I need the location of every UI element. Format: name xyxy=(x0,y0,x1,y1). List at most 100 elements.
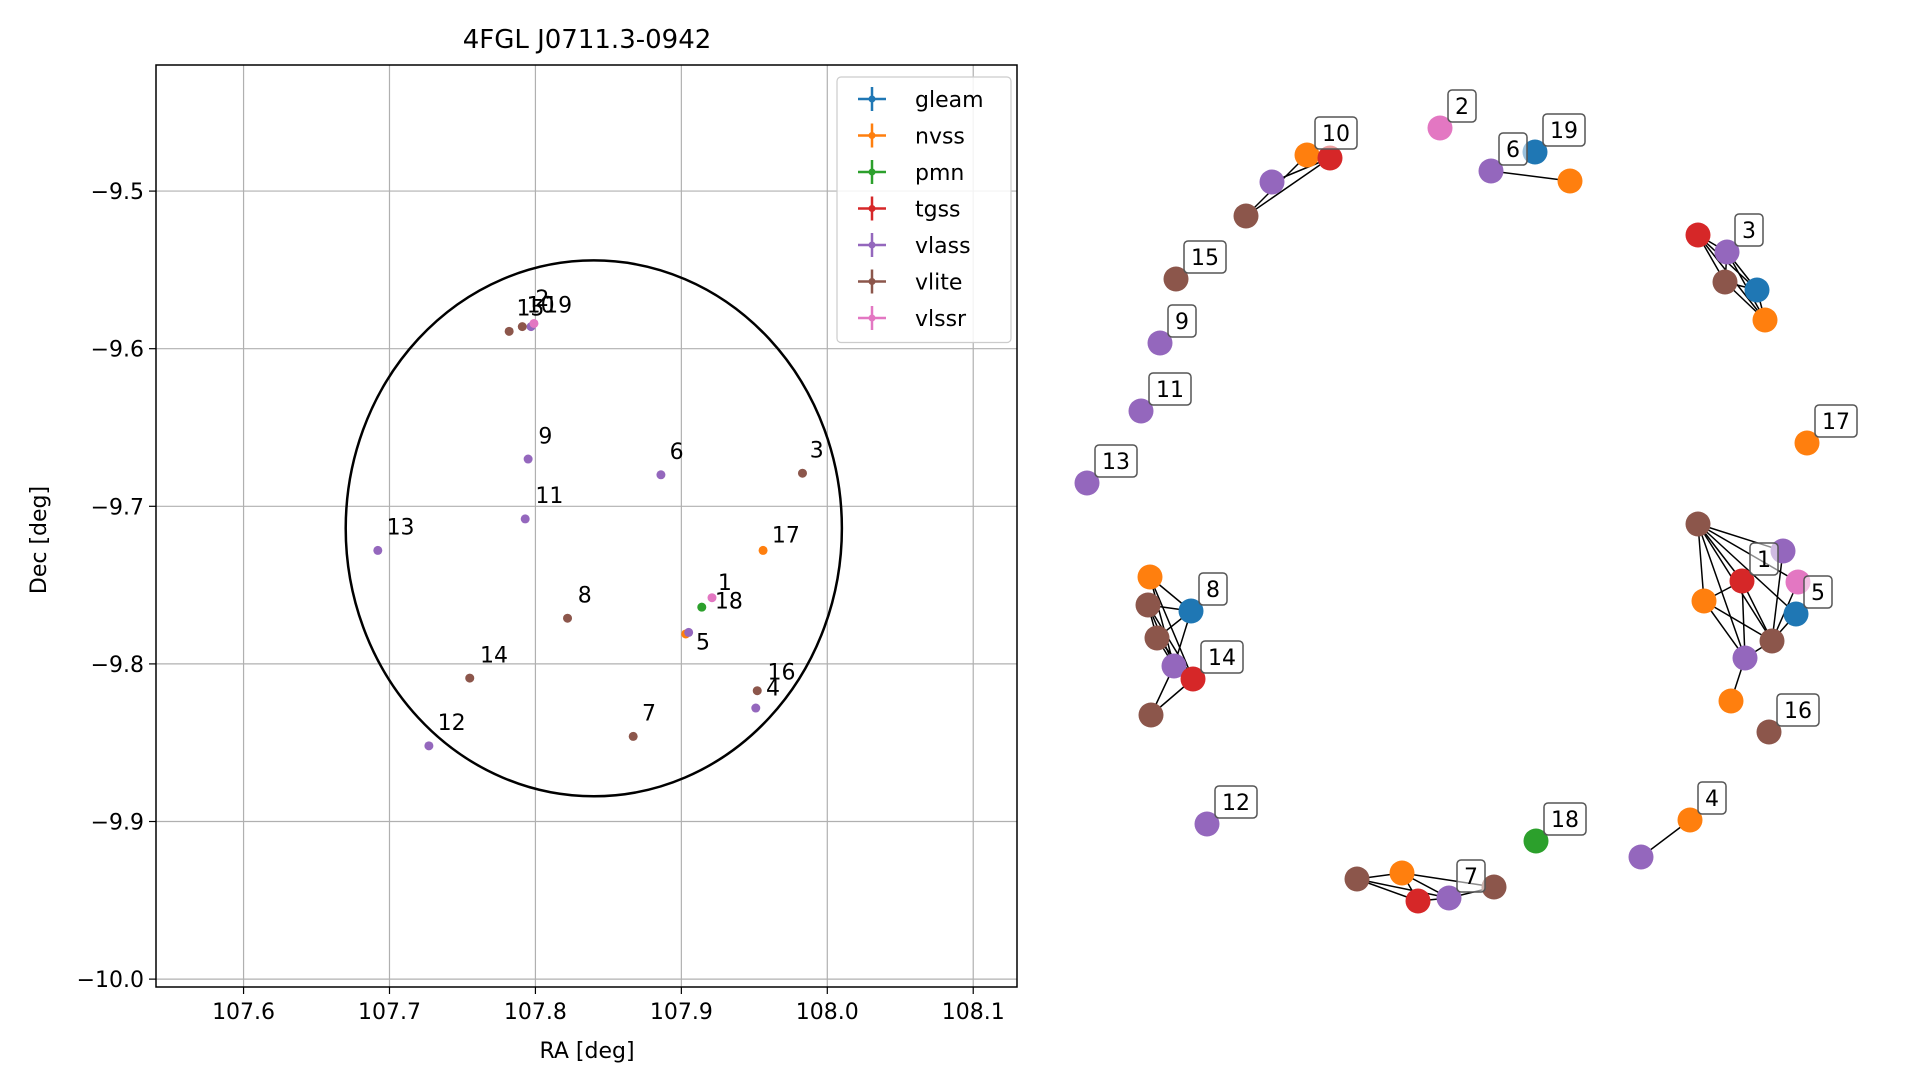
point-vlite xyxy=(563,613,573,623)
point-label: 17 xyxy=(772,524,800,549)
x-tick-label: 107.7 xyxy=(358,1000,421,1025)
network-node xyxy=(1714,239,1740,265)
network-node-label: 19 xyxy=(1542,113,1586,147)
node-label-box xyxy=(1214,785,1258,819)
network-node xyxy=(1685,222,1711,248)
point-label: 11 xyxy=(535,484,563,509)
network-node xyxy=(1756,719,1782,745)
node-label-text: 11 xyxy=(1156,378,1184,403)
network-node xyxy=(1074,470,1100,496)
node-label-text: 9 xyxy=(1175,310,1189,335)
network-node xyxy=(1794,430,1820,456)
node-label-text: 2 xyxy=(1455,95,1469,120)
point-label: 12 xyxy=(438,711,466,736)
network-edge xyxy=(1697,523,1705,602)
plot-frame xyxy=(155,64,1018,988)
network-node xyxy=(1405,888,1431,914)
tick-labels: 107.6 107.7 107.8 107.9 108.0 108.1 −9.5 −9.6 −9… xyxy=(77,180,1005,1025)
network-node-label: 2 xyxy=(1447,89,1477,123)
legend-label: vlass xyxy=(915,234,971,259)
y-tick-label: −9.5 xyxy=(91,180,144,205)
network-node xyxy=(1718,688,1744,714)
network-node xyxy=(1427,115,1453,141)
network-node-label: 1 xyxy=(1749,542,1779,576)
legend-label: vlite xyxy=(915,271,962,296)
point-vlite xyxy=(752,686,762,696)
network-node xyxy=(1144,625,1170,651)
x-tick-label: 107.8 xyxy=(504,1000,567,1025)
y-axis-label: Dec [deg] xyxy=(27,486,52,594)
network-node xyxy=(1522,139,1548,165)
point-label: 2 xyxy=(535,287,549,312)
network-node xyxy=(1523,828,1549,854)
legend-marker xyxy=(868,205,876,212)
network-node xyxy=(1178,598,1204,624)
node-label-text: 19 xyxy=(1550,119,1578,144)
point-label: 14 xyxy=(480,643,508,668)
network-edge xyxy=(1490,170,1571,182)
y-tick-label: −10.0 xyxy=(77,968,144,993)
network-node-label: 10 xyxy=(1314,116,1358,150)
legend-marker xyxy=(868,278,876,285)
network-node-label: 12 xyxy=(1214,785,1258,819)
legend-marker xyxy=(868,314,876,322)
network-node-label: 9 xyxy=(1167,304,1197,338)
x-axis-label: RA [deg] xyxy=(539,1039,634,1064)
point-label: 10 xyxy=(527,293,555,318)
point-vlite xyxy=(517,322,527,332)
error-circle-layer xyxy=(344,259,844,798)
node-label-text: 13 xyxy=(1102,450,1130,475)
network-node xyxy=(1135,592,1161,618)
x-tick-label: 108.0 xyxy=(796,1000,859,1025)
network-node xyxy=(1389,860,1415,886)
network-node xyxy=(1137,564,1163,590)
network-edge xyxy=(1741,580,1746,659)
point-vlass xyxy=(523,454,533,464)
point-label: 6 xyxy=(670,440,684,465)
network-node xyxy=(1180,666,1206,692)
node-label-box xyxy=(1148,372,1192,406)
network-node xyxy=(1233,203,1259,229)
legend-entry-vlass: vlass xyxy=(858,233,971,259)
network-node xyxy=(1161,653,1187,679)
network-node-label: 11 xyxy=(1148,372,1192,406)
grid-lines xyxy=(156,65,1017,987)
network-edge xyxy=(1356,878,1450,899)
node-label-box xyxy=(1094,444,1138,478)
node-label-text: 18 xyxy=(1551,808,1579,833)
point-label: 19 xyxy=(544,293,572,318)
network-node xyxy=(1677,807,1703,833)
legend-label: tgss xyxy=(915,198,961,223)
network-node xyxy=(1712,269,1738,295)
network-node-label: 14 xyxy=(1200,640,1244,674)
legend-label: vlssr xyxy=(915,307,967,332)
node-label-text: 10 xyxy=(1322,122,1350,147)
point-vlite xyxy=(628,731,638,741)
node-label-text: 4 xyxy=(1705,787,1719,812)
network-node xyxy=(1138,702,1164,728)
network-node xyxy=(1732,645,1758,671)
point-label: 5 xyxy=(696,631,710,656)
data-points xyxy=(373,318,807,751)
network-node xyxy=(1436,885,1462,911)
error-circle xyxy=(344,259,844,798)
node-label-box xyxy=(1447,89,1477,123)
node-label-text: 16 xyxy=(1784,699,1812,724)
point-label: 18 xyxy=(715,590,743,615)
network-node xyxy=(1481,874,1507,900)
network-node-label: 17 xyxy=(1814,404,1858,438)
network-node xyxy=(1194,811,1220,837)
legend-entry-vlite: vlite xyxy=(858,269,962,296)
network-node xyxy=(1344,866,1370,892)
network-node xyxy=(1147,330,1173,356)
legend-entry-nvss: nvss xyxy=(858,123,965,150)
point-pmn xyxy=(697,602,707,612)
y-tick-label: −9.7 xyxy=(91,495,144,520)
node-label-box xyxy=(1200,640,1244,674)
legend-entry-tgss: tgss xyxy=(858,196,961,223)
legend-entry-gleam: gleam xyxy=(858,87,984,113)
network-node-label: 8 xyxy=(1198,572,1228,606)
